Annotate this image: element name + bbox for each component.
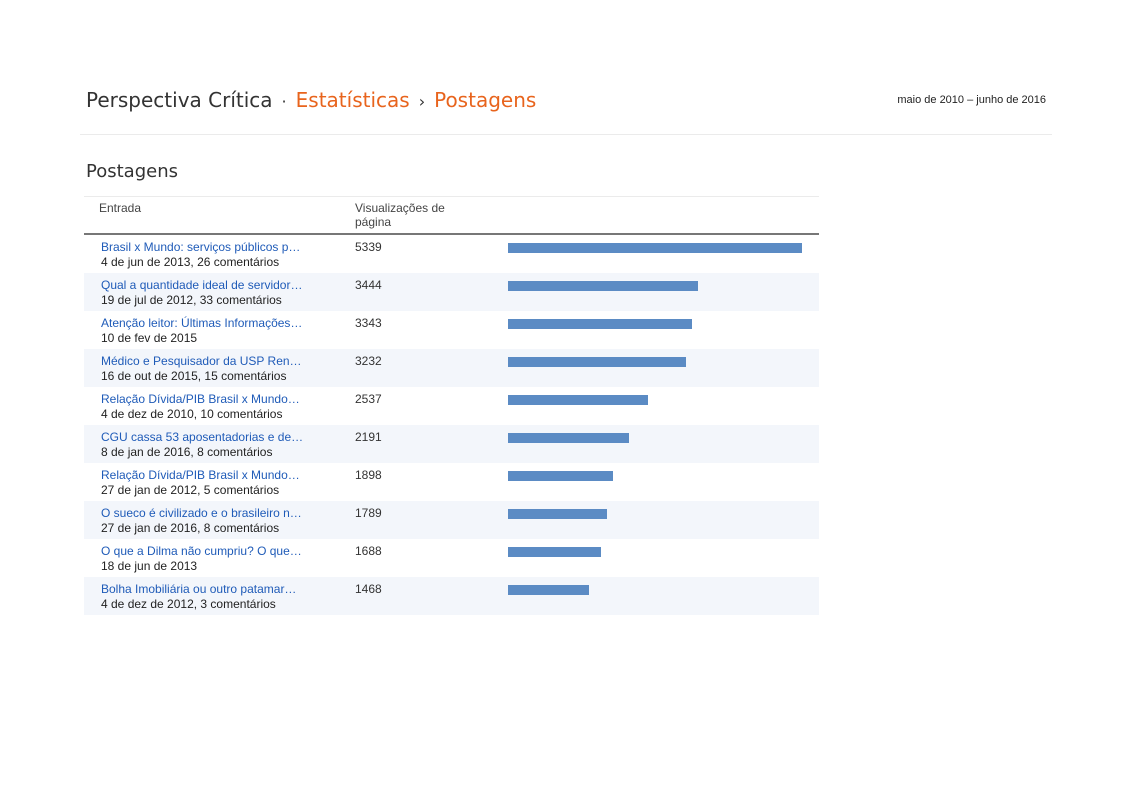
pageview-bar bbox=[508, 319, 692, 329]
post-title-link[interactable]: Relação Dívida/PIB Brasil x Mundo… bbox=[101, 392, 300, 406]
table-row: Bolha Imobiliária ou outro patamar… 4 de … bbox=[84, 577, 819, 615]
post-title-link[interactable]: O que a Dilma não cumpriu? O que… bbox=[101, 544, 302, 558]
breadcrumb-separator: · bbox=[281, 92, 287, 111]
post-meta: 10 de fev de 2015 bbox=[101, 331, 198, 345]
pageview-count: 1468 bbox=[355, 582, 382, 596]
post-meta: 4 de dez de 2010, 10 comentários bbox=[101, 407, 283, 421]
pageview-bar bbox=[508, 357, 686, 367]
table-row: Atenção leitor: Últimas Informações… 10 d… bbox=[84, 311, 819, 349]
post-title-link[interactable]: Médico e Pesquisador da USP Ren… bbox=[101, 354, 302, 368]
post-title-link[interactable]: CGU cassa 53 aposentadorias e de… bbox=[101, 430, 304, 444]
breadcrumb-chevron: › bbox=[418, 92, 426, 111]
pageview-count: 1898 bbox=[355, 468, 382, 482]
post-title-link[interactable]: Brasil x Mundo: serviços públicos p… bbox=[101, 240, 301, 254]
table-row: O sueco é civilizado e o brasileiro n… 27… bbox=[84, 501, 819, 539]
table-row: Brasil x Mundo: serviços públicos p… 4 de… bbox=[84, 235, 819, 273]
breadcrumb-current-posts[interactable]: Postagens bbox=[434, 88, 537, 112]
posts-table: Entrada Visualizações de página Brasil x… bbox=[84, 196, 819, 615]
page-header: Perspectiva Crítica · Estatísticas › Postage… bbox=[86, 86, 1046, 116]
table-row: O que a Dilma não cumpriu? O que… 18 de j… bbox=[84, 539, 819, 577]
post-title-link[interactable]: Bolha Imobiliária ou outro patamar… bbox=[101, 582, 297, 596]
breadcrumb: Perspectiva Crítica · Estatísticas › Postage… bbox=[86, 86, 536, 116]
pageview-bar bbox=[508, 509, 607, 519]
table-row: Qual a quantidade ideal de servidor… 19 d… bbox=[84, 273, 819, 311]
pageview-count: 3232 bbox=[355, 354, 382, 368]
table-row: Médico e Pesquisador da USP Ren… 16 de ou… bbox=[84, 349, 819, 387]
pageview-bar bbox=[508, 585, 589, 595]
pageview-count: 2191 bbox=[355, 430, 382, 444]
pageview-count: 2537 bbox=[355, 392, 382, 406]
pageview-bar bbox=[508, 243, 802, 253]
pageview-count: 5339 bbox=[355, 240, 382, 254]
table-body: Brasil x Mundo: serviços públicos p… 4 de… bbox=[84, 235, 819, 615]
post-title-link[interactable]: Qual a quantidade ideal de servidor… bbox=[101, 278, 303, 292]
post-title-link[interactable]: Relação Dívida/PIB Brasil x Mundo… bbox=[101, 468, 300, 482]
section-title: Postagens bbox=[86, 161, 178, 182]
pageview-count: 1789 bbox=[355, 506, 382, 520]
blog-name: Perspectiva Crítica bbox=[86, 88, 273, 112]
breadcrumb-link-stats[interactable]: Estatísticas bbox=[295, 88, 410, 112]
date-range-label[interactable]: maio de 2010 – junho de 2016 bbox=[897, 94, 1046, 106]
column-header-views: Visualizações de página bbox=[355, 201, 445, 229]
post-meta: 18 de jun de 2013 bbox=[101, 559, 198, 573]
post-meta: 27 de jan de 2012, 5 comentários bbox=[101, 483, 280, 497]
post-title-link[interactable]: Atenção leitor: Últimas Informações… bbox=[101, 316, 303, 330]
column-header-entry: Entrada bbox=[99, 201, 142, 215]
post-title-link[interactable]: O sueco é civilizado e o brasileiro n… bbox=[101, 506, 302, 520]
post-meta: 19 de jul de 2012, 33 comentários bbox=[101, 293, 282, 307]
pageview-bar bbox=[508, 395, 648, 405]
pageview-count: 3444 bbox=[355, 278, 382, 292]
post-meta: 27 de jan de 2016, 8 comentários bbox=[101, 521, 280, 535]
post-meta: 16 de out de 2015, 15 comentários bbox=[101, 369, 287, 383]
post-meta: 4 de jun de 2013, 26 comentários bbox=[101, 255, 280, 269]
pageview-bar bbox=[508, 471, 613, 481]
pageview-count: 1688 bbox=[355, 544, 382, 558]
header-divider bbox=[80, 134, 1052, 135]
pageview-bar bbox=[508, 281, 698, 291]
pageview-bar bbox=[508, 433, 629, 443]
post-meta: 4 de dez de 2012, 3 comentários bbox=[101, 597, 276, 611]
table-header: Entrada Visualizações de página bbox=[84, 196, 819, 235]
table-row: Relação Dívida/PIB Brasil x Mundo… 4 de d… bbox=[84, 387, 819, 425]
table-row: Relação Dívida/PIB Brasil x Mundo… 27 de … bbox=[84, 463, 819, 501]
pageview-count: 3343 bbox=[355, 316, 382, 330]
pageview-bar bbox=[508, 547, 601, 557]
post-meta: 8 de jan de 2016, 8 comentários bbox=[101, 445, 273, 459]
table-row: CGU cassa 53 aposentadorias e de… 8 de ja… bbox=[84, 425, 819, 463]
